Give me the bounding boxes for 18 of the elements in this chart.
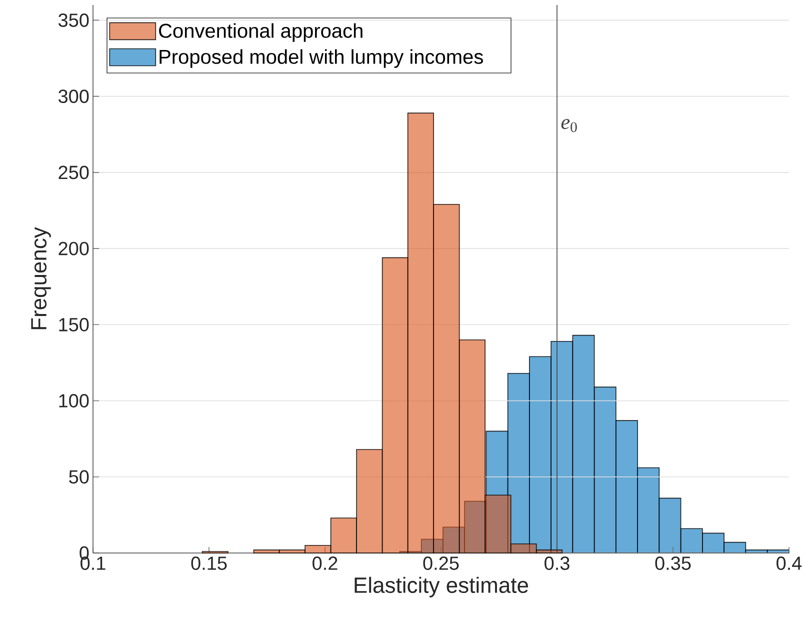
legend-label: Conventional approach [159, 23, 362, 42]
ref-line-label: e$_{0}$ [561, 118, 577, 132]
x-tick-label: 0.4 [776, 556, 802, 570]
x-tick-label: 0.15 [191, 556, 227, 570]
y-tick-label: 200 [58, 242, 89, 256]
x-tick-label: 0.25 [423, 556, 459, 570]
x-tick-label: 0.2 [312, 556, 338, 570]
y-axis-title: Frequency [31, 227, 51, 330]
y-tick-label: 150 [59, 318, 89, 332]
y-tick-label: 300 [58, 90, 89, 104]
x-axis-title: Elasticity estimate [354, 576, 528, 598]
y-tick-label: 100 [59, 394, 89, 408]
x-tick-label: 0.35 [655, 556, 691, 570]
x-tick-label: 0.3 [544, 556, 570, 570]
legend-label: Proposed model with lumpy incomes [160, 49, 483, 68]
y-tick-label: 50 [69, 470, 89, 484]
y-tick-label: 250 [58, 166, 89, 180]
y-tick-label: 350 [58, 13, 89, 27]
